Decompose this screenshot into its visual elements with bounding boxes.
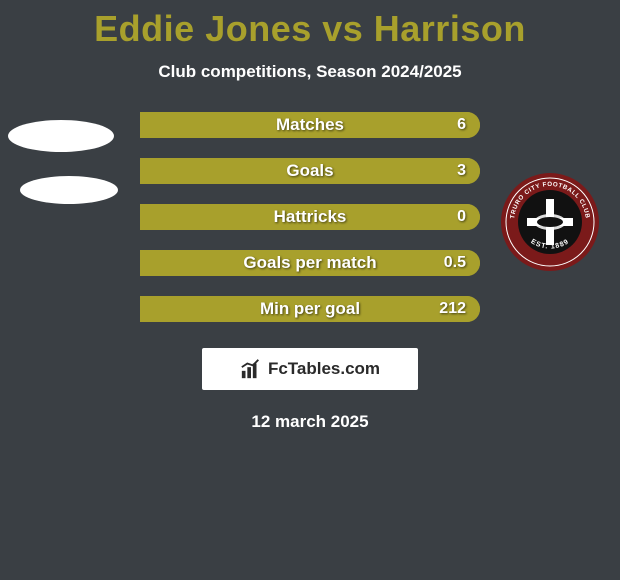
stat-bar: Min per goal 212 xyxy=(140,296,480,322)
club-badge: TRURO CITY FOOTBALL CLUB EST. 1889 xyxy=(500,172,600,272)
stat-bar-value-right: 6 xyxy=(457,116,466,134)
stat-bar: Matches 6 xyxy=(140,112,480,138)
brand-box: FcTables.com xyxy=(202,348,418,390)
stat-bar: Goals 3 xyxy=(140,158,480,184)
stat-bar-value-right: 3 xyxy=(457,162,466,180)
stat-bar-label: Goals xyxy=(286,161,333,181)
stat-bar: Goals per match 0.5 xyxy=(140,250,480,276)
brand-text: FcTables.com xyxy=(268,359,380,379)
stat-bar-label: Hattricks xyxy=(274,207,347,227)
stat-bar: Hattricks 0 xyxy=(140,204,480,230)
date-text: 12 march 2025 xyxy=(0,412,620,432)
stat-bars: Matches 6 Goals 3 Hattricks 0 Goals per match 0… xyxy=(140,112,480,322)
brand-chart-icon xyxy=(240,358,262,380)
player-badge-placeholder xyxy=(8,120,114,152)
stat-bar-value-right: 0.5 xyxy=(444,254,466,272)
stat-bar-value-right: 0 xyxy=(457,208,466,226)
page-title: Eddie Jones vs Harrison xyxy=(0,0,620,50)
stat-bar-label: Goals per match xyxy=(243,253,376,273)
page-subtitle: Club competitions, Season 2024/2025 xyxy=(0,62,620,82)
stat-bar-label: Matches xyxy=(276,115,344,135)
player-badge-placeholder xyxy=(20,176,118,204)
stat-bar-label: Min per goal xyxy=(260,299,360,319)
stat-bar-value-right: 212 xyxy=(439,300,466,318)
